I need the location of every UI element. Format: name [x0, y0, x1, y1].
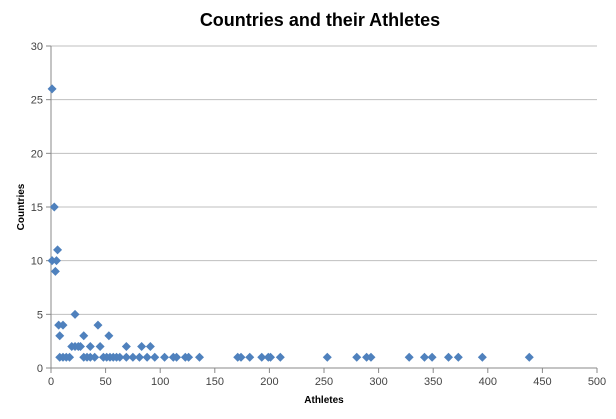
data-point: [160, 352, 170, 362]
data-point: [128, 352, 138, 362]
x-tick-label: 450: [533, 376, 551, 388]
data-point: [172, 352, 182, 362]
data-point: [65, 352, 75, 362]
data-point: [524, 352, 534, 362]
axes: [46, 45, 598, 373]
gridlines: [51, 45, 597, 315]
data-point: [47, 84, 57, 94]
data-point: [121, 352, 131, 362]
data-point: [142, 352, 152, 362]
data-point: [95, 342, 105, 352]
data-point: [184, 352, 194, 362]
x-tick-label: 50: [99, 376, 111, 388]
data-point: [236, 352, 246, 362]
data-point: [477, 352, 487, 362]
data-point: [51, 256, 61, 266]
x-tick-label: 200: [260, 376, 278, 388]
data-points: [47, 84, 534, 362]
data-point: [55, 331, 65, 341]
data-point: [137, 342, 147, 352]
x-tick-label: 150: [206, 376, 224, 388]
x-tick-label: 500: [588, 376, 606, 388]
data-point: [145, 342, 155, 352]
x-axis-label: Athletes: [304, 395, 344, 406]
data-point: [93, 320, 103, 330]
x-tick-label: 250: [315, 376, 333, 388]
data-point: [265, 352, 275, 362]
y-tick-label: 25: [31, 95, 43, 107]
x-tick-label: 400: [479, 376, 497, 388]
data-point: [90, 352, 100, 362]
data-point: [79, 331, 89, 341]
data-point: [404, 352, 414, 362]
data-point: [49, 202, 59, 212]
chart-title: Countries and their Athletes: [200, 10, 440, 30]
x-tick-label: 0: [48, 376, 54, 388]
y-tick-label: 10: [31, 256, 43, 268]
y-tick-label: 15: [31, 202, 43, 214]
x-tick-label: 350: [424, 376, 442, 388]
y-tick-label: 30: [31, 41, 43, 53]
data-point: [104, 331, 114, 341]
data-point: [134, 352, 144, 362]
data-point: [58, 320, 68, 330]
y-axis-label: Countries: [16, 183, 27, 230]
y-tick-label: 5: [37, 309, 43, 321]
data-point: [121, 342, 131, 352]
data-point: [115, 352, 125, 362]
y-tick-label: 0: [37, 363, 43, 375]
data-point: [50, 266, 60, 276]
data-point: [275, 352, 285, 362]
data-point: [257, 352, 267, 362]
data-point: [427, 352, 437, 362]
data-point: [150, 352, 160, 362]
data-point: [53, 245, 63, 255]
data-point: [195, 352, 205, 362]
data-point: [419, 352, 429, 362]
data-point: [322, 352, 332, 362]
data-point: [453, 352, 463, 362]
x-tick-label: 300: [369, 376, 387, 388]
data-point: [366, 352, 376, 362]
data-point: [245, 352, 255, 362]
data-point: [85, 342, 95, 352]
data-point: [70, 309, 80, 319]
data-point: [352, 352, 362, 362]
x-tick-label: 100: [151, 376, 169, 388]
y-tick-label: 20: [31, 148, 43, 160]
data-point: [443, 352, 453, 362]
data-point: [75, 342, 85, 352]
